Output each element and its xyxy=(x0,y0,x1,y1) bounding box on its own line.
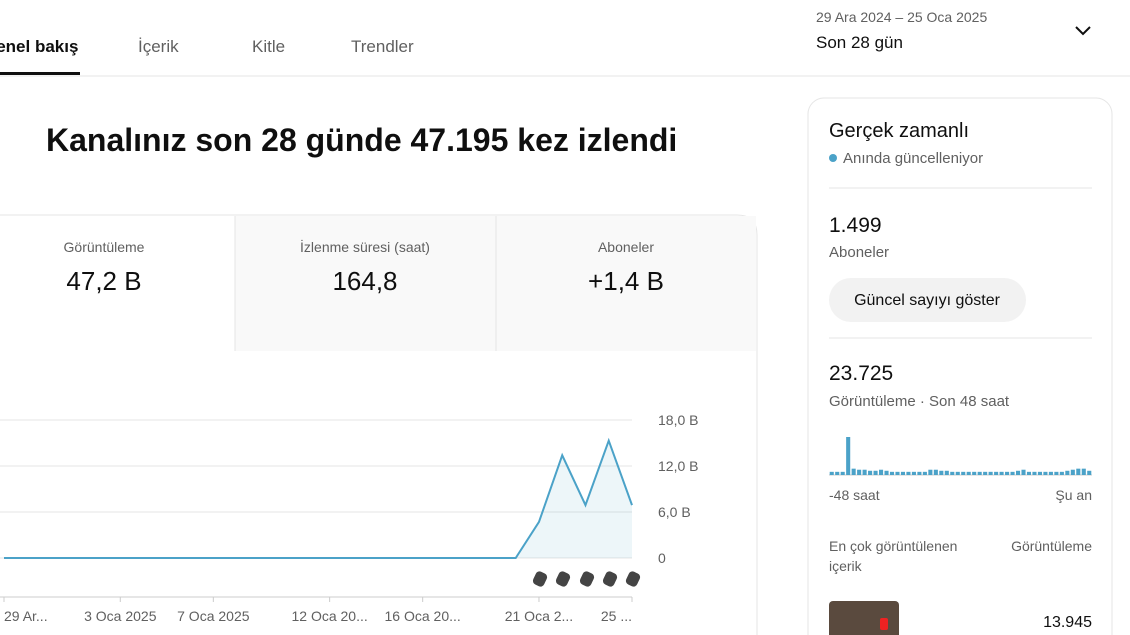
bar xyxy=(1043,471,1048,475)
bar xyxy=(933,469,938,475)
bar xyxy=(868,470,873,475)
y-tick-label: 6,0 B xyxy=(658,504,691,520)
tab[interactable]: Kitle xyxy=(252,37,285,56)
bar xyxy=(1037,471,1042,475)
x-start-label: -48 saat xyxy=(829,487,880,503)
metric-label: Aboneler xyxy=(598,239,654,255)
bar xyxy=(1081,468,1086,475)
bar xyxy=(1021,469,1026,475)
tab[interactable]: Genel bakış xyxy=(0,37,78,56)
bar xyxy=(950,471,955,475)
x-tick-label: 25 ... xyxy=(601,608,632,624)
bar xyxy=(1059,471,1064,475)
bar xyxy=(917,471,922,475)
tab[interactable]: Trendler xyxy=(351,37,414,56)
y-tick-label: 0 xyxy=(658,550,666,566)
realtime-chart xyxy=(829,437,1092,476)
bar xyxy=(1010,471,1015,475)
bar xyxy=(1032,471,1037,475)
bar xyxy=(1065,470,1070,475)
metric-value: +1,4 B xyxy=(588,266,664,296)
subscriber-label: Aboneler xyxy=(829,244,889,261)
live-dot xyxy=(829,154,837,162)
bar xyxy=(835,471,840,475)
realtime-status: Anında güncelleniyor xyxy=(843,150,983,167)
bar xyxy=(1054,471,1059,475)
bar xyxy=(895,471,900,475)
thumbnail-icon xyxy=(880,618,888,630)
bar xyxy=(884,470,889,475)
tab[interactable]: İçerik xyxy=(138,37,179,56)
dropdown-chevron[interactable] xyxy=(1075,26,1091,36)
shorts-icons xyxy=(532,571,641,587)
button-label[interactable]: Güncel sayıyı göster xyxy=(854,292,1001,309)
bar xyxy=(1015,470,1021,475)
thumbnail[interactable] xyxy=(829,601,899,635)
y-tick-label: 18,0 B xyxy=(658,412,698,428)
metric-label: İzlenme süresi (saat) xyxy=(300,238,430,255)
views-chart: 0 6,0 B 12,0 B 18,0 B 29 Ar... 3 Oca 2025 7 Oc… xyxy=(0,412,698,624)
bar xyxy=(994,471,999,475)
bar xyxy=(906,471,911,475)
bar xyxy=(911,471,916,475)
bar xyxy=(977,471,982,475)
realtime-title: Gerçek zamanlı xyxy=(829,120,969,142)
area xyxy=(4,440,632,558)
bar xyxy=(1070,469,1075,475)
views-label: Görüntüleme · Son 48 saat xyxy=(829,393,1010,410)
bar xyxy=(955,471,960,475)
bar xyxy=(939,470,944,475)
content-views: 13.945 xyxy=(1043,614,1092,631)
x-tick-label: 7 Oca 2025 xyxy=(177,608,250,624)
bar xyxy=(889,471,895,475)
bar xyxy=(983,471,988,475)
bar xyxy=(879,469,884,475)
y-tick-label: 12,0 B xyxy=(658,458,698,474)
bar xyxy=(988,471,993,475)
line xyxy=(4,437,633,559)
metric-label: Görüntüleme xyxy=(64,239,145,255)
metric-value: 164,8 xyxy=(332,266,397,296)
x-tick-label: 16 Oca 20... xyxy=(385,608,461,624)
bar xyxy=(999,471,1004,475)
bar xyxy=(851,468,856,475)
bar xyxy=(900,471,906,475)
bar xyxy=(846,437,851,475)
bar xyxy=(972,471,977,475)
date-range: 29 Ara 2024 – 25 Oca 2025 xyxy=(816,9,987,25)
bar xyxy=(829,471,834,475)
x-tick-label: 29 Ar... xyxy=(4,608,48,624)
subscriber-count: 1.499 xyxy=(829,214,882,237)
bar xyxy=(862,469,867,475)
bar xyxy=(873,470,878,475)
tab-underline xyxy=(0,72,80,75)
x-tick-label: 21 Oca 2... xyxy=(505,608,573,624)
column-header: Görüntüleme xyxy=(1011,538,1092,554)
bar xyxy=(1005,471,1010,475)
bar xyxy=(961,471,966,475)
show-count-button[interactable] xyxy=(829,278,1026,322)
bar xyxy=(857,469,862,475)
period[interactable]: Son 28 gün xyxy=(816,33,903,52)
bar xyxy=(922,471,927,475)
bar xyxy=(928,469,933,475)
realtime-card xyxy=(807,97,1113,635)
metric-value: 47,2 B xyxy=(66,266,141,296)
bar xyxy=(966,471,971,475)
column-header: En çok görüntülenen içerik xyxy=(829,538,958,574)
column-header-text: En çok görüntülenen içerik xyxy=(829,538,958,574)
bar xyxy=(1087,470,1092,475)
bar xyxy=(1026,471,1032,475)
metric-divider xyxy=(234,216,497,351)
x-tick-label: 12 Oca 20... xyxy=(291,608,367,624)
x-end-label: Şu an xyxy=(1055,487,1092,503)
bar xyxy=(1048,471,1053,475)
bar xyxy=(944,470,949,475)
views-count: 23.725 xyxy=(829,362,893,385)
bar xyxy=(1076,468,1081,475)
x-tick-label: 3 Oca 2025 xyxy=(84,608,157,624)
bar xyxy=(840,471,845,475)
headline: Kanalınız son 28 günde 47.195 kez izlend… xyxy=(46,122,677,158)
